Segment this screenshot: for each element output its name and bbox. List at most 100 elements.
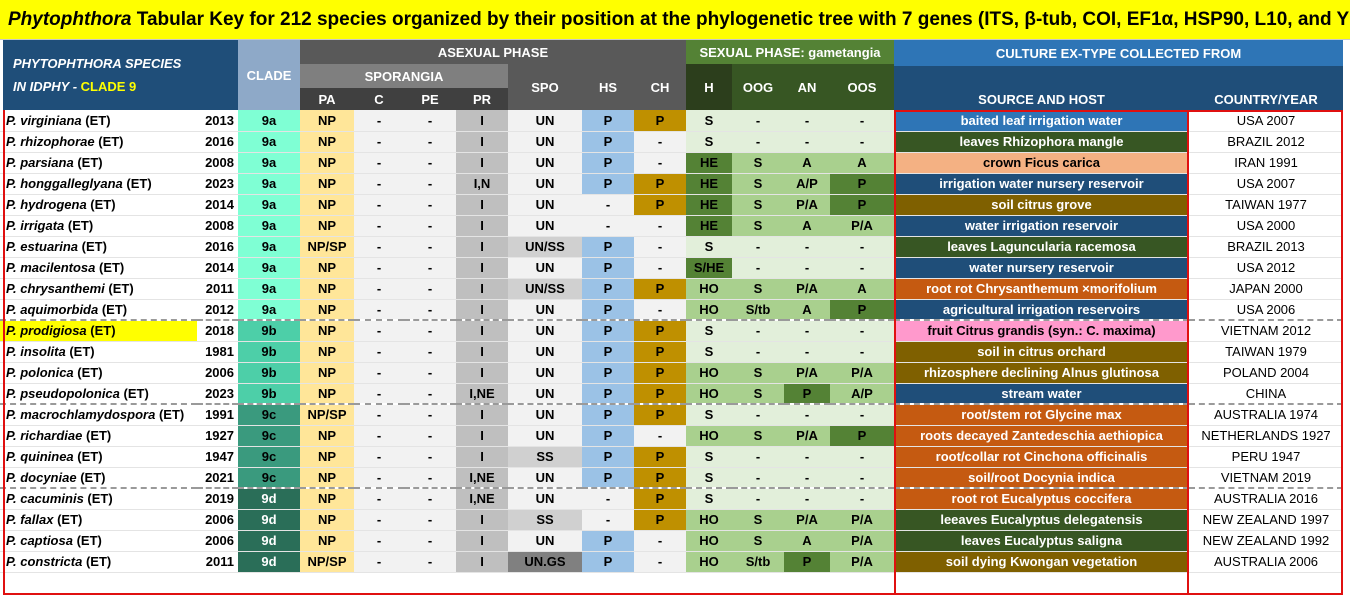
cell-h: HO [686, 509, 732, 531]
cell-source: leaves Rhizophora mangle [894, 131, 1189, 153]
cell-yr: 2016 [197, 131, 238, 153]
cell-cl: 9a [238, 194, 300, 216]
cell-pa: NP [300, 362, 354, 384]
species-et: (ET) [86, 323, 116, 339]
cell-source: root rot Eucalyptus coccifera [894, 487, 1189, 510]
species-table-body: P. virginiana (ET) 2013 9a NP - - I UN P P S - - - bai… [0, 110, 1343, 573]
species-name: P. docyniae [6, 469, 77, 485]
cell-c: - [354, 319, 404, 342]
cell-oos: P [830, 173, 894, 195]
asexual-header: ASEXUAL PHASE [300, 40, 686, 64]
cell-oos: P/A [830, 362, 894, 384]
cell-oog: - [732, 257, 784, 279]
table-row: P. richardiae (ET) 1927 9c NP - - I UN P - HO S P/A P… [0, 425, 1343, 447]
cell-pe: - [404, 403, 456, 426]
cell-an: P/A [784, 362, 830, 384]
cell-ch: - [634, 425, 686, 447]
table-row: P. quininea (ET) 1947 9c NP - - I SS P P S - - - root/… [0, 446, 1343, 468]
cell-pe: - [404, 362, 456, 384]
col-h: H [686, 64, 732, 110]
cell-spo: UN/SS [508, 278, 582, 300]
cell-country: TAIWAN 1979 [1189, 341, 1343, 363]
cell-ch: - [634, 152, 686, 174]
cell-oog: S/tb [732, 299, 784, 321]
cell-oos: P/A [830, 530, 894, 552]
cell-ch: P [634, 467, 686, 489]
cell-country: POLAND 2004 [1189, 362, 1343, 384]
cell-hs: - [582, 194, 634, 216]
cell-an: - [784, 487, 830, 510]
cell-spo: UN [508, 194, 582, 216]
clade-header: CLADE [238, 40, 300, 110]
cell-pa: NP [300, 383, 354, 405]
cell-ch: - [634, 236, 686, 258]
cell-cl: 9d [238, 487, 300, 510]
table-row: P. polonica (ET) 2006 9b NP - - I UN P P HO S P/A P/A… [0, 362, 1343, 384]
cell-ch: - [634, 131, 686, 153]
cell-h: HO [686, 278, 732, 300]
cell-hs: P [582, 425, 634, 447]
cell-hs: - [582, 487, 634, 510]
species-et: (ET) [98, 301, 128, 317]
cell-oog: S [732, 194, 784, 216]
cell-pa: NP/SP [300, 236, 354, 258]
cell-c: - [354, 194, 404, 216]
cell-hs: P [582, 383, 634, 405]
cell-c: - [354, 299, 404, 321]
cell-c: - [354, 509, 404, 531]
col-oos: OOS [830, 64, 894, 110]
cell-h: HO [686, 425, 732, 447]
cell-country: VIETNAM 2019 [1189, 467, 1343, 489]
cell-an: A [784, 152, 830, 174]
cell-species: P. macilentosa (ET) [0, 257, 197, 279]
cell-pa: NP [300, 194, 354, 216]
col-source: SOURCE AND HOST [894, 66, 1189, 110]
cell-spo: UN/SS [508, 236, 582, 258]
species-header-line1: PHYTOPHTHORA SPECIES [13, 56, 182, 71]
cell-oog: - [732, 341, 784, 363]
cell-species: P. parsiana (ET) [0, 152, 197, 174]
col-ch: CH [634, 64, 686, 110]
cell-pa: NP [300, 341, 354, 363]
cell-species: P. chrysanthemi (ET) [0, 278, 197, 300]
cell-ch: P [634, 383, 686, 405]
cell-pe: - [404, 257, 456, 279]
cell-country: AUSTRALIA 2006 [1189, 551, 1343, 573]
cell-country: USA 2006 [1189, 299, 1343, 321]
culture-header: CULTURE EX-TYPE COLLECTED FROM [894, 40, 1343, 66]
cell-c: - [354, 446, 404, 468]
cell-cl: 9d [238, 530, 300, 552]
cell-oos: - [830, 236, 894, 258]
cell-pr: I [456, 319, 508, 342]
cell-pe: - [404, 341, 456, 363]
cell-country: JAPAN 2000 [1189, 278, 1343, 300]
cell-h: HO [686, 299, 732, 321]
cell-species: P. quininea (ET) [0, 446, 197, 468]
cell-ch: P [634, 173, 686, 195]
cell-an: - [784, 403, 830, 426]
cell-h: S [686, 110, 732, 132]
cell-ch: P [634, 362, 686, 384]
cell-ch: - [634, 530, 686, 552]
cell-pe: - [404, 236, 456, 258]
cell-pa: NP [300, 257, 354, 279]
species-et: (ET) [155, 407, 185, 423]
cell-country: NETHERLANDS 1927 [1189, 425, 1343, 447]
cell-yr: 1927 [197, 425, 238, 447]
cell-yr: 2023 [197, 173, 238, 195]
cell-pr: I [456, 509, 508, 531]
species-name: P. captiosa [6, 533, 73, 548]
species-et: (ET) [119, 385, 149, 401]
species-et: (ET) [82, 428, 112, 443]
species-name: P. quininea [6, 449, 74, 464]
cell-c: - [354, 551, 404, 573]
table-row: P. pseudopolonica (ET) 2023 9b NP - - I,NE UN P P… [0, 383, 1343, 405]
cell-source: stream water [894, 383, 1189, 405]
cell-spo: SS [508, 446, 582, 468]
cell-spo: UN [508, 383, 582, 405]
cell-h: HO [686, 383, 732, 405]
species-name: P. fallax [6, 512, 54, 527]
cell-c: - [354, 467, 404, 489]
cell-oos: - [830, 131, 894, 153]
